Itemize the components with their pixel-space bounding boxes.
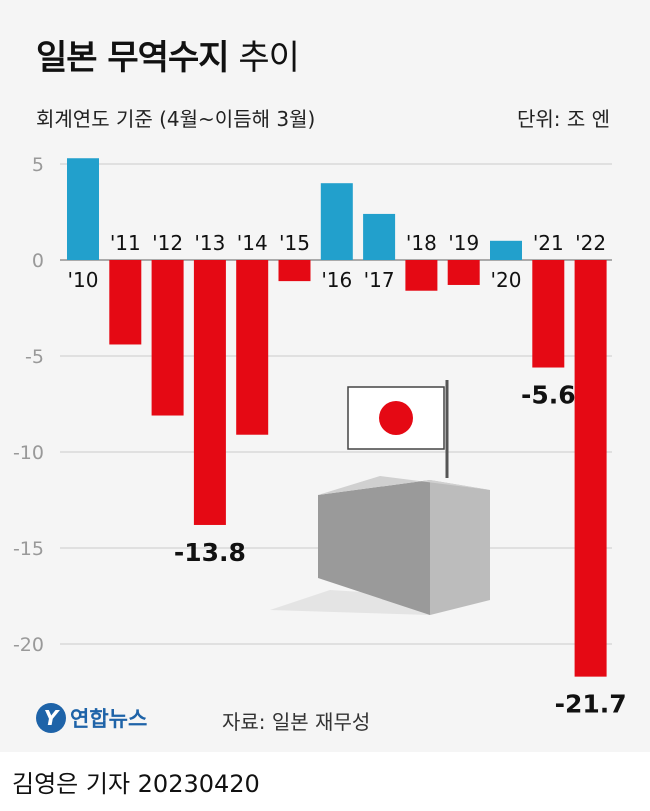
x-tick-label: '22 [575,231,606,255]
y-tick-label: 0 [32,250,44,272]
x-tick-label: '16 [321,268,352,292]
credit: 김영은 기자 20230420 [12,770,260,798]
bar-chart: 5 0 -5 -10 -15 -20 '10 '11 '12 '13 -13.8 '14 '15 '16 '… [13,154,627,719]
bar [236,260,269,435]
chart-title: 일본 무역수지 추이 [36,30,300,79]
bar [109,260,142,345]
bar [405,260,438,291]
source-note: 자료: 일본 재무성 [222,710,371,734]
data-label: -5.6 [521,381,576,410]
bar [490,240,522,260]
unit-label: 단위: 조 엔 [516,107,610,131]
x-tick-label: '21 [533,231,564,255]
y-tick-label: 5 [32,154,44,176]
title-rest: 추이 [238,38,300,78]
x-tick-label: '12 [152,231,183,255]
bar [151,260,184,416]
bar [67,158,99,260]
y-tick-label: -20 [13,634,44,656]
bar [193,260,226,525]
x-tick-label: '10 [68,268,99,292]
x-tick-label: '17 [364,268,395,292]
bar [574,260,607,677]
y-tick-label: -10 [13,442,44,464]
bar [278,260,311,282]
x-tick-label: '19 [448,231,479,255]
y-tick-label: -5 [25,346,44,368]
yonhap-logo: Y 연합뉴스 [36,703,147,733]
footer: 김영은 기자 20230420 [0,752,650,811]
data-label: -21.7 [555,690,627,719]
x-tick-label: '15 [279,231,310,255]
title-bold: 일본 무역수지 [36,38,230,78]
bar [320,183,353,260]
x-tick-label: '20 [491,268,522,292]
bar [363,213,396,260]
x-tick-label: '11 [110,231,141,255]
x-tick-label: '14 [237,231,268,255]
x-tick-label: '18 [406,231,437,255]
bar [532,260,565,368]
container-illustration [270,380,490,615]
subtitle: 회계연도 기준 (4월~이듬해 3월) [36,107,316,131]
x-tick-label: '13 [194,231,225,255]
y-tick-label: -15 [13,538,44,560]
bar [447,260,480,285]
data-label: -13.8 [174,538,246,567]
